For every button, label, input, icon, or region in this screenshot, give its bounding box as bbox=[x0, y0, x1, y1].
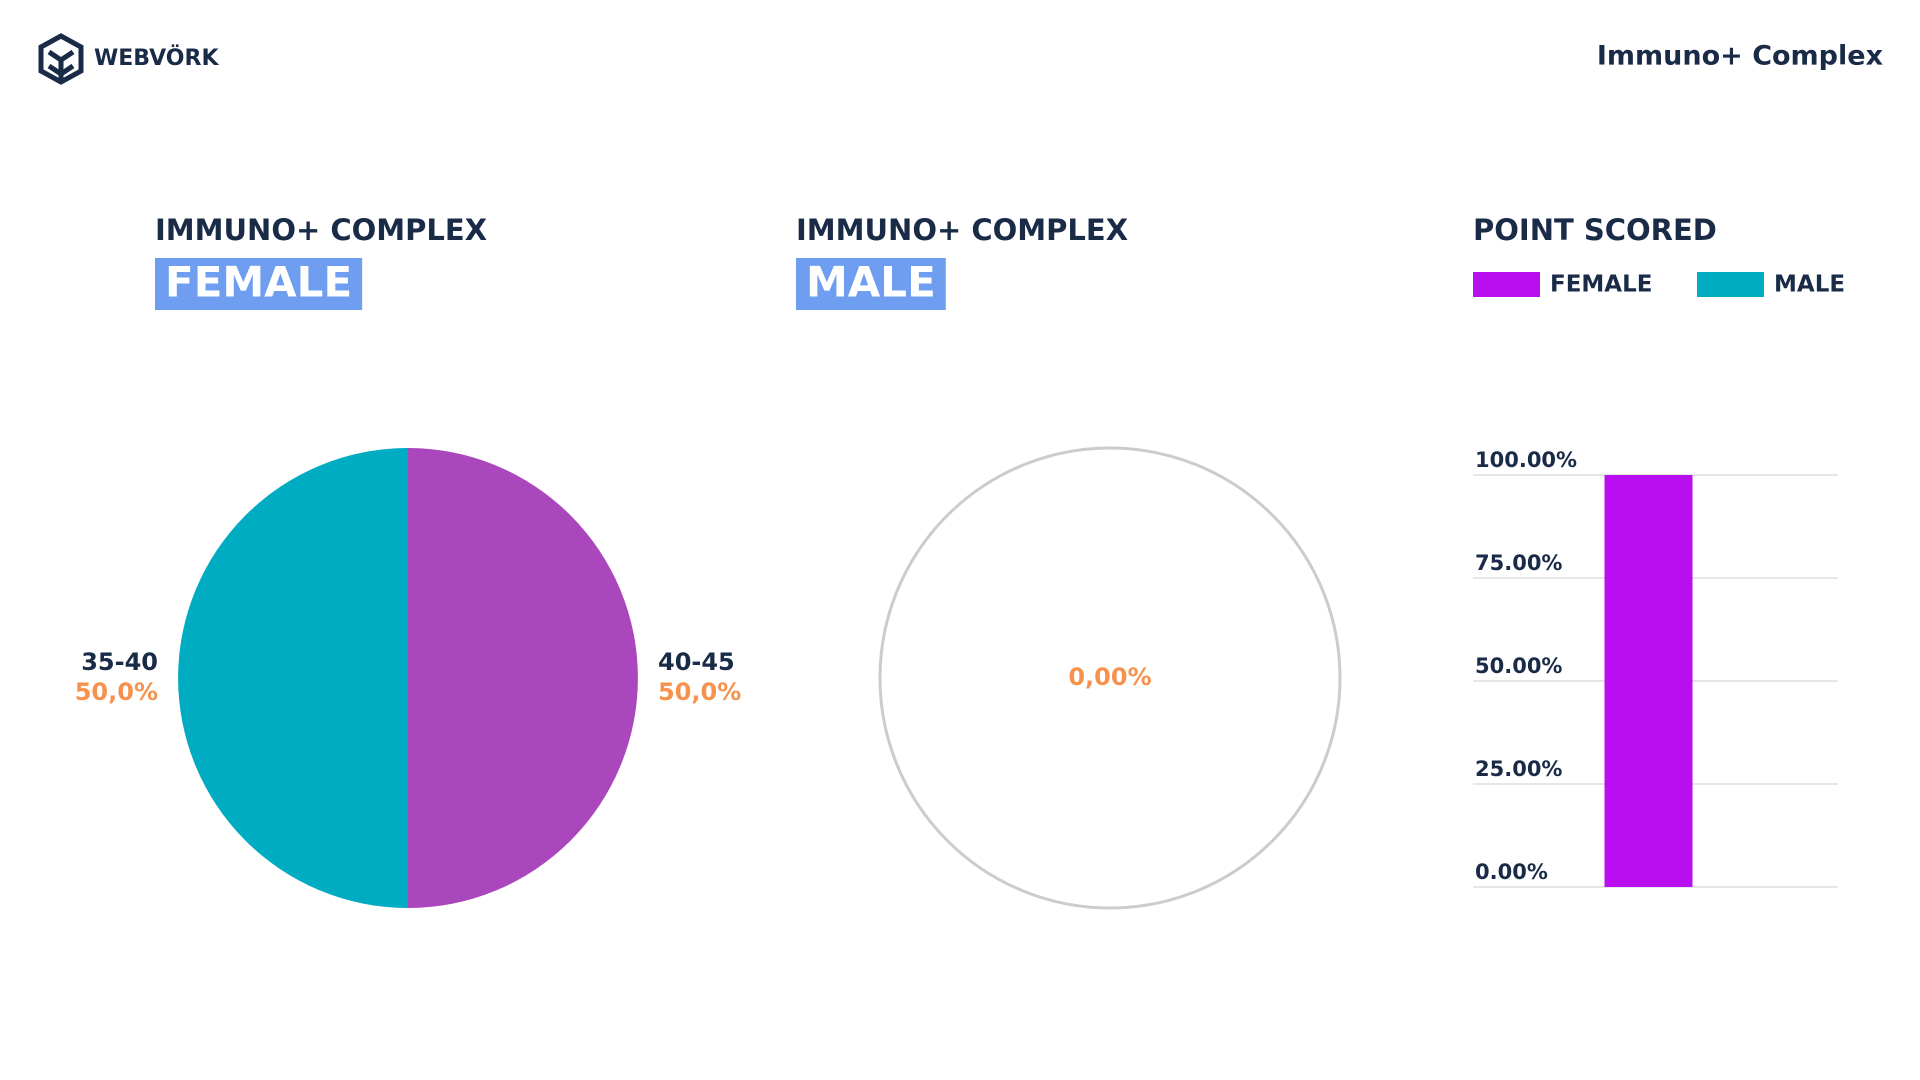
legend-swatch bbox=[1473, 272, 1540, 297]
y-tick-label: 50.00% bbox=[1475, 654, 1562, 678]
page-title: Immuno+ Complex bbox=[1597, 41, 1883, 72]
y-tick-label: 75.00% bbox=[1475, 551, 1562, 575]
y-tick-label: 0.00% bbox=[1475, 860, 1548, 884]
y-tick-label: 100.00% bbox=[1475, 448, 1577, 472]
slice-value: 50,0% bbox=[658, 678, 741, 706]
logo-text: WEBVÖRK bbox=[94, 45, 219, 71]
slice-value: 0,00% bbox=[1068, 663, 1151, 691]
y-tick-label: 25.00% bbox=[1475, 757, 1562, 781]
legend-label: MALE bbox=[1774, 272, 1845, 298]
chart-subtitle: FEMALE bbox=[165, 258, 352, 307]
chart-title: IMMUNO+ COMPLEX bbox=[796, 213, 1128, 247]
pie-outline bbox=[878, 446, 1342, 910]
slice-value: 50,0% bbox=[75, 678, 158, 706]
chart-title: IMMUNO+ COMPLEX bbox=[155, 213, 487, 247]
legend-swatch bbox=[1697, 272, 1764, 297]
chart-title: POINT SCORED bbox=[1473, 213, 1717, 247]
subtitle-highlight bbox=[796, 258, 946, 310]
chart-subtitle: MALE bbox=[806, 258, 936, 307]
logo-icon bbox=[38, 33, 84, 85]
legend-label: FEMALE bbox=[1550, 272, 1652, 298]
slice-label: 40-45 bbox=[658, 648, 735, 676]
subtitle-highlight bbox=[155, 258, 363, 310]
slice-label: 35-40 bbox=[81, 648, 158, 676]
bar bbox=[1604, 475, 1693, 887]
pie-slice bbox=[408, 448, 638, 908]
pie-slice bbox=[178, 448, 408, 908]
